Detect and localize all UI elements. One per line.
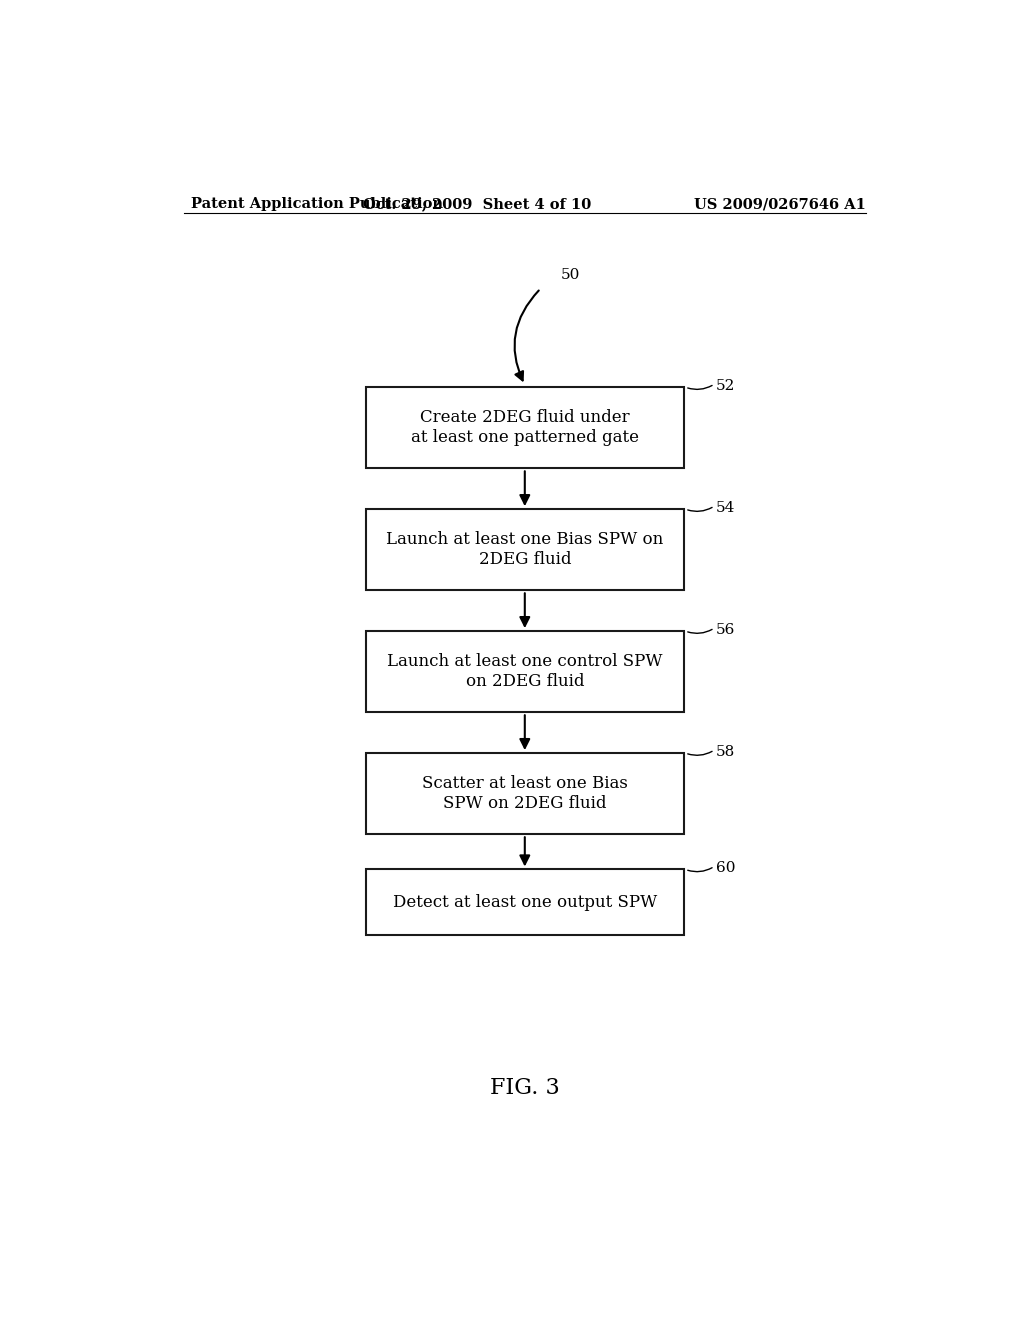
FancyBboxPatch shape: [367, 510, 684, 590]
Text: 54: 54: [716, 500, 735, 515]
Text: Detect at least one output SPW: Detect at least one output SPW: [392, 894, 657, 911]
FancyArrowPatch shape: [688, 630, 712, 634]
FancyArrowPatch shape: [520, 715, 529, 748]
Text: Launch at least one control SPW
on 2DEG fluid: Launch at least one control SPW on 2DEG …: [387, 653, 663, 690]
Text: Launch at least one Bias SPW on
2DEG fluid: Launch at least one Bias SPW on 2DEG flu…: [386, 532, 664, 568]
Text: 58: 58: [716, 744, 735, 759]
FancyBboxPatch shape: [367, 752, 684, 834]
FancyBboxPatch shape: [367, 387, 684, 469]
Text: 56: 56: [716, 623, 735, 636]
Text: US 2009/0267646 A1: US 2009/0267646 A1: [694, 197, 866, 211]
FancyArrowPatch shape: [514, 290, 539, 380]
FancyBboxPatch shape: [367, 631, 684, 713]
Text: 52: 52: [716, 379, 735, 393]
FancyArrowPatch shape: [688, 751, 712, 755]
Text: Create 2DEG fluid under
at least one patterned gate: Create 2DEG fluid under at least one pat…: [411, 409, 639, 446]
Text: Scatter at least one Bias
SPW on 2DEG fluid: Scatter at least one Bias SPW on 2DEG fl…: [422, 775, 628, 812]
Text: Oct. 29, 2009  Sheet 4 of 10: Oct. 29, 2009 Sheet 4 of 10: [364, 197, 591, 211]
Text: 50: 50: [560, 268, 580, 282]
Text: FIG. 3: FIG. 3: [489, 1077, 560, 1098]
FancyArrowPatch shape: [688, 867, 712, 871]
FancyBboxPatch shape: [367, 870, 684, 936]
FancyArrowPatch shape: [688, 385, 712, 389]
Text: 60: 60: [716, 861, 735, 875]
FancyArrowPatch shape: [520, 471, 529, 504]
FancyArrowPatch shape: [520, 837, 529, 865]
Text: Patent Application Publication: Patent Application Publication: [191, 197, 443, 211]
FancyArrowPatch shape: [688, 507, 712, 511]
FancyArrowPatch shape: [520, 593, 529, 626]
